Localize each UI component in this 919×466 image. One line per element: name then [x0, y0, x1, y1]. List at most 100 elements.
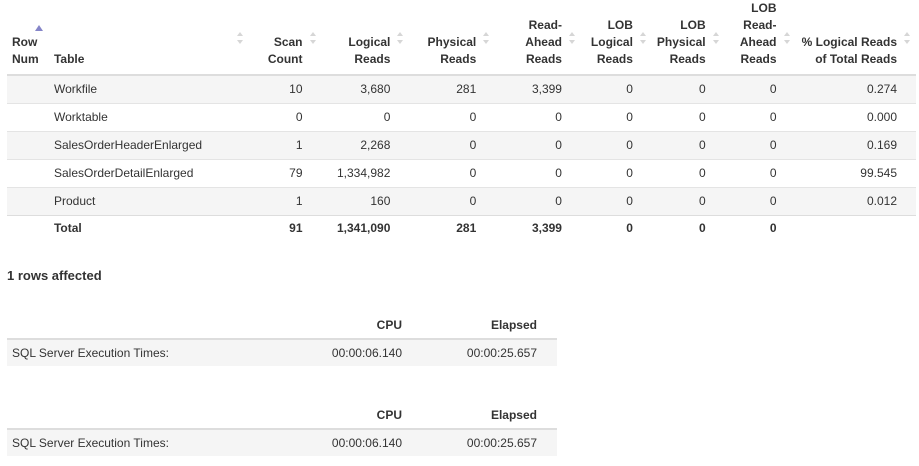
table-cell: Workfile — [48, 74, 249, 103]
total-cell: Total — [48, 214, 249, 241]
column-header-scan-count[interactable]: Scan Count — [248, 0, 322, 76]
column-header-label: Table — [53, 52, 85, 66]
total-cell: 1,341,090 — [321, 214, 410, 241]
table-cell: 281 — [409, 74, 496, 103]
column-header-row-num[interactable]: Row Num — [7, 0, 49, 76]
table-row: Product 1 160 0 0 0 0 0 0.012 — [7, 186, 916, 215]
execution-times-label: SQL Server Execution Times: — [7, 339, 307, 366]
table-cell: 160 — [321, 186, 410, 215]
elapsed-time: 00:00:25.657 — [422, 429, 557, 456]
table-cell: 0 — [409, 130, 496, 159]
table-cell: 0 — [724, 74, 796, 103]
table-cell: 0 — [724, 102, 796, 131]
total-cell — [7, 214, 49, 241]
column-header-cpu: CPU — [307, 404, 422, 430]
column-header-label: Physical Reads — [427, 35, 477, 66]
column-header-elapsed: Elapsed — [422, 404, 557, 430]
header-row: CPU Elapsed — [7, 314, 557, 340]
table-cell: 0 — [651, 102, 725, 131]
table-cell: 0.000 — [795, 102, 916, 131]
table-cell: 1,334,982 — [321, 158, 410, 187]
table-cell: 0 — [495, 130, 581, 159]
table-cell: 0 — [580, 158, 652, 187]
table-cell — [7, 158, 49, 187]
rows-affected-message: 1 rows affected — [7, 268, 102, 283]
table-row: Worktable 0 0 0 0 0 0 0 0.000 — [7, 102, 916, 131]
table-cell: 0 — [580, 102, 652, 131]
table-cell — [7, 74, 49, 103]
table-cell: 0 — [580, 186, 652, 215]
table-cell: 3,680 — [321, 74, 410, 103]
total-row: Total 91 1,341,090 281 3,399 0 0 0 — [7, 214, 916, 241]
column-header-table[interactable]: Table — [48, 0, 249, 76]
table-row: Workfile 10 3,680 281 3,399 0 0 0 0.274 — [7, 74, 916, 103]
column-header-physical-reads[interactable]: Physical Reads — [409, 0, 496, 76]
table-cell — [7, 130, 49, 159]
column-header-lob-physical-reads[interactable]: LOB Physical Reads — [651, 0, 725, 76]
table-row: SalesOrderHeaderEnlarged 1 2,268 0 0 0 0 0 0.169 — [7, 130, 916, 159]
table-cell — [7, 186, 49, 215]
table-cell: 3,399 — [495, 74, 581, 103]
column-header-blank — [7, 314, 307, 340]
column-header-label: % Logical Reads of Total Reads — [801, 35, 897, 66]
table-cell: 1 — [248, 130, 322, 159]
sort-ascending-icon — [35, 25, 43, 31]
table-cell: 0 — [495, 186, 581, 215]
elapsed-time: 00:00:25.657 — [422, 339, 557, 366]
execution-times-table: CPU Elapsed SQL Server Execution Times: … — [7, 404, 557, 456]
sort-icon — [236, 32, 244, 44]
table-cell: Worktable — [48, 102, 249, 131]
sort-icon — [483, 32, 490, 44]
column-header-label: Scan Count — [267, 35, 303, 66]
sort-icon — [397, 32, 404, 44]
table-cell: 0 — [724, 130, 796, 159]
table-cell: SalesOrderHeaderEnlarged — [48, 130, 249, 159]
table-cell: 0 — [495, 158, 581, 187]
sort-icon — [639, 32, 647, 44]
total-cell: 0 — [580, 214, 652, 241]
total-cell: 0 — [724, 214, 796, 241]
table-body: Workfile 10 3,680 281 3,399 0 0 0 0.274 Worktable… — [7, 74, 916, 215]
table-cell: 99.545 — [795, 158, 916, 187]
total-cell: 281 — [409, 214, 496, 241]
execution-times-label: SQL Server Execution Times: — [7, 429, 307, 456]
statistics-io-table: Row Num Table Scan Count Logical Reads P… — [7, 0, 916, 241]
sort-icon — [568, 32, 576, 44]
table-cell: 0 — [248, 102, 322, 131]
table-cell: 1 — [248, 186, 322, 215]
table-cell — [7, 102, 49, 131]
column-header-label: LOB Logical Reads — [590, 18, 633, 66]
total-cell — [795, 214, 916, 241]
header-row: Row Num Table Scan Count Logical Reads P… — [7, 0, 916, 76]
table-cell: 0.169 — [795, 130, 916, 159]
table-cell: SalesOrderDetailEnlarged — [48, 158, 249, 187]
table-row: SQL Server Execution Times: 00:00:06.140… — [7, 429, 557, 456]
execution-times-table: CPU Elapsed SQL Server Execution Times: … — [7, 314, 557, 366]
table-cell: 0 — [409, 158, 496, 187]
column-header-label: Logical Reads — [348, 35, 391, 66]
column-header-read-ahead-reads[interactable]: Read-Ahead Reads — [495, 0, 581, 76]
table-cell: 0 — [651, 74, 725, 103]
column-header-blank — [7, 404, 307, 430]
sort-icon — [904, 32, 911, 44]
cpu-time: 00:00:06.140 — [307, 429, 422, 456]
sort-icon — [783, 32, 791, 44]
column-header-elapsed: Elapsed — [422, 314, 557, 340]
table-cell: 2,268 — [321, 130, 410, 159]
column-header-label: Read-Ahead Reads — [525, 18, 562, 66]
header-row: CPU Elapsed — [7, 404, 557, 430]
table-cell: 0.274 — [795, 74, 916, 103]
table-cell: 0 — [651, 186, 725, 215]
column-header-percent-logical-reads[interactable]: % Logical Reads of Total Reads — [795, 0, 916, 76]
table-row: SalesOrderDetailEnlarged 79 1,334,982 0 0 0 0 0… — [7, 158, 916, 187]
cpu-time: 00:00:06.140 — [307, 339, 422, 366]
column-header-lob-read-ahead-reads[interactable]: LOB Read-Ahead Reads — [724, 0, 796, 76]
table-cell: 0 — [409, 102, 496, 131]
column-header-lob-logical-reads[interactable]: LOB Logical Reads — [580, 0, 652, 76]
column-header-label: LOB Physical Reads — [656, 18, 706, 66]
table-cell: 79 — [248, 158, 322, 187]
table-cell: 0 — [409, 186, 496, 215]
table-cell: 0 — [495, 102, 581, 131]
column-header-logical-reads[interactable]: Logical Reads — [321, 0, 410, 76]
table-cell: 10 — [248, 74, 322, 103]
